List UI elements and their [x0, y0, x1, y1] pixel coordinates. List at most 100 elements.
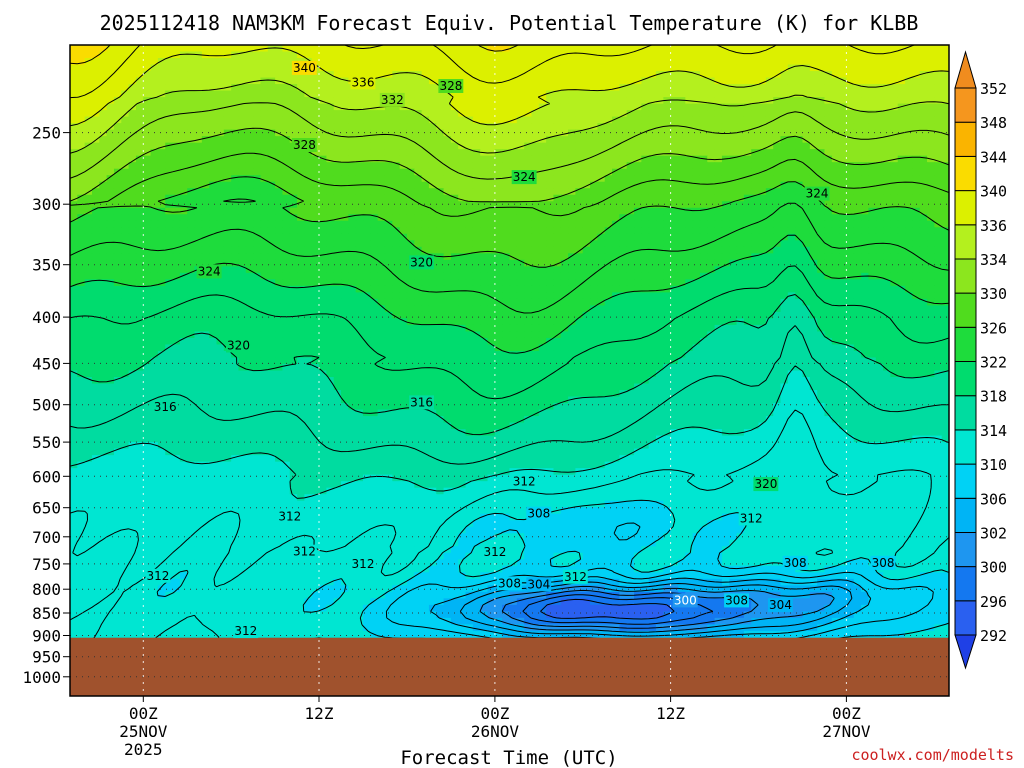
field-cell [172, 246, 181, 254]
field-cell [919, 58, 928, 66]
field-cell [861, 188, 870, 196]
field-cell [809, 71, 818, 79]
field-cell [172, 142, 181, 150]
field-cell [883, 123, 891, 131]
field-cell [91, 298, 100, 306]
field-cell [84, 305, 93, 313]
field-cell [861, 168, 870, 176]
field-cell [780, 298, 789, 306]
field-cell [670, 58, 679, 66]
field-cell [143, 116, 152, 124]
field-cell [223, 292, 232, 300]
field-cell [172, 155, 181, 163]
field-cell [612, 136, 620, 144]
field-cell [289, 227, 298, 235]
field-cell [699, 240, 708, 248]
field-cell [765, 51, 774, 59]
field-cell [472, 240, 481, 248]
field-cell [223, 142, 232, 150]
field-cell [780, 58, 789, 66]
field-cell [150, 220, 159, 228]
field-cell [150, 64, 159, 72]
field-cell [238, 207, 247, 215]
field-cell [223, 116, 232, 124]
field-cell [392, 298, 401, 306]
field-cell [604, 142, 613, 150]
field-cell [721, 58, 730, 66]
field-cell [846, 181, 855, 189]
field-cell [377, 149, 386, 157]
field-cell [531, 305, 540, 313]
field-cell [509, 227, 518, 235]
field-cell [560, 116, 569, 124]
field-cell [319, 207, 327, 215]
field-cell [99, 142, 108, 150]
field-cell [692, 305, 701, 313]
field-cell [260, 214, 269, 222]
field-cell [787, 285, 796, 293]
field-cell [897, 123, 906, 131]
field-cell [84, 266, 93, 274]
field-cell [736, 149, 745, 157]
field-cell [612, 90, 620, 98]
field-cell [414, 77, 423, 85]
field-cell [157, 311, 166, 320]
field-cell [231, 311, 240, 320]
field-cell [70, 116, 78, 124]
field-cell [817, 45, 826, 53]
field-cell [414, 175, 423, 183]
field-cell [516, 240, 525, 248]
field-cell [773, 201, 782, 209]
field-cell [209, 194, 218, 202]
field-cell [721, 227, 730, 235]
field-cell [743, 285, 752, 293]
field-cell [714, 162, 723, 170]
field-cell [524, 51, 533, 59]
field-cell [421, 175, 430, 183]
field-cell [560, 97, 569, 105]
field-cell [604, 136, 613, 144]
field-cell [113, 246, 122, 254]
field-cell [751, 207, 760, 215]
field-cell [363, 175, 371, 183]
field-cell [685, 90, 694, 98]
field-cell [575, 279, 584, 287]
field-cell [729, 298, 738, 306]
field-cell [238, 194, 247, 202]
field-cell [223, 253, 232, 261]
field-cell [656, 84, 664, 92]
field-cell [458, 292, 467, 300]
field-cell [634, 227, 642, 235]
field-cell [465, 123, 474, 131]
field-cell [319, 97, 327, 105]
field-cell [861, 142, 870, 150]
field-cell [670, 51, 679, 59]
field-cell [692, 266, 701, 274]
field-cell [839, 181, 848, 189]
field-cell [436, 45, 445, 53]
field-cell [121, 97, 130, 105]
field-cell [91, 175, 100, 183]
field-cell [384, 84, 393, 92]
field-cell [787, 214, 796, 222]
field-cell [751, 246, 760, 254]
field-cell [861, 285, 870, 293]
field-cell [238, 123, 247, 131]
field-cell [77, 136, 86, 144]
field-cell [267, 214, 276, 222]
field-cell [670, 253, 679, 261]
field-cell [377, 58, 386, 66]
field-cell [897, 292, 906, 300]
field-cell [707, 129, 716, 137]
field-cell [209, 97, 218, 105]
field-cell [795, 220, 804, 228]
field-cell [714, 305, 723, 313]
field-cell [289, 129, 298, 137]
field-cell [707, 240, 716, 248]
field-cell [531, 246, 540, 254]
field-cell [707, 214, 716, 222]
field-cell [99, 266, 108, 274]
field-cell [253, 71, 262, 79]
field-cell [568, 168, 577, 176]
field-cell [245, 279, 254, 287]
